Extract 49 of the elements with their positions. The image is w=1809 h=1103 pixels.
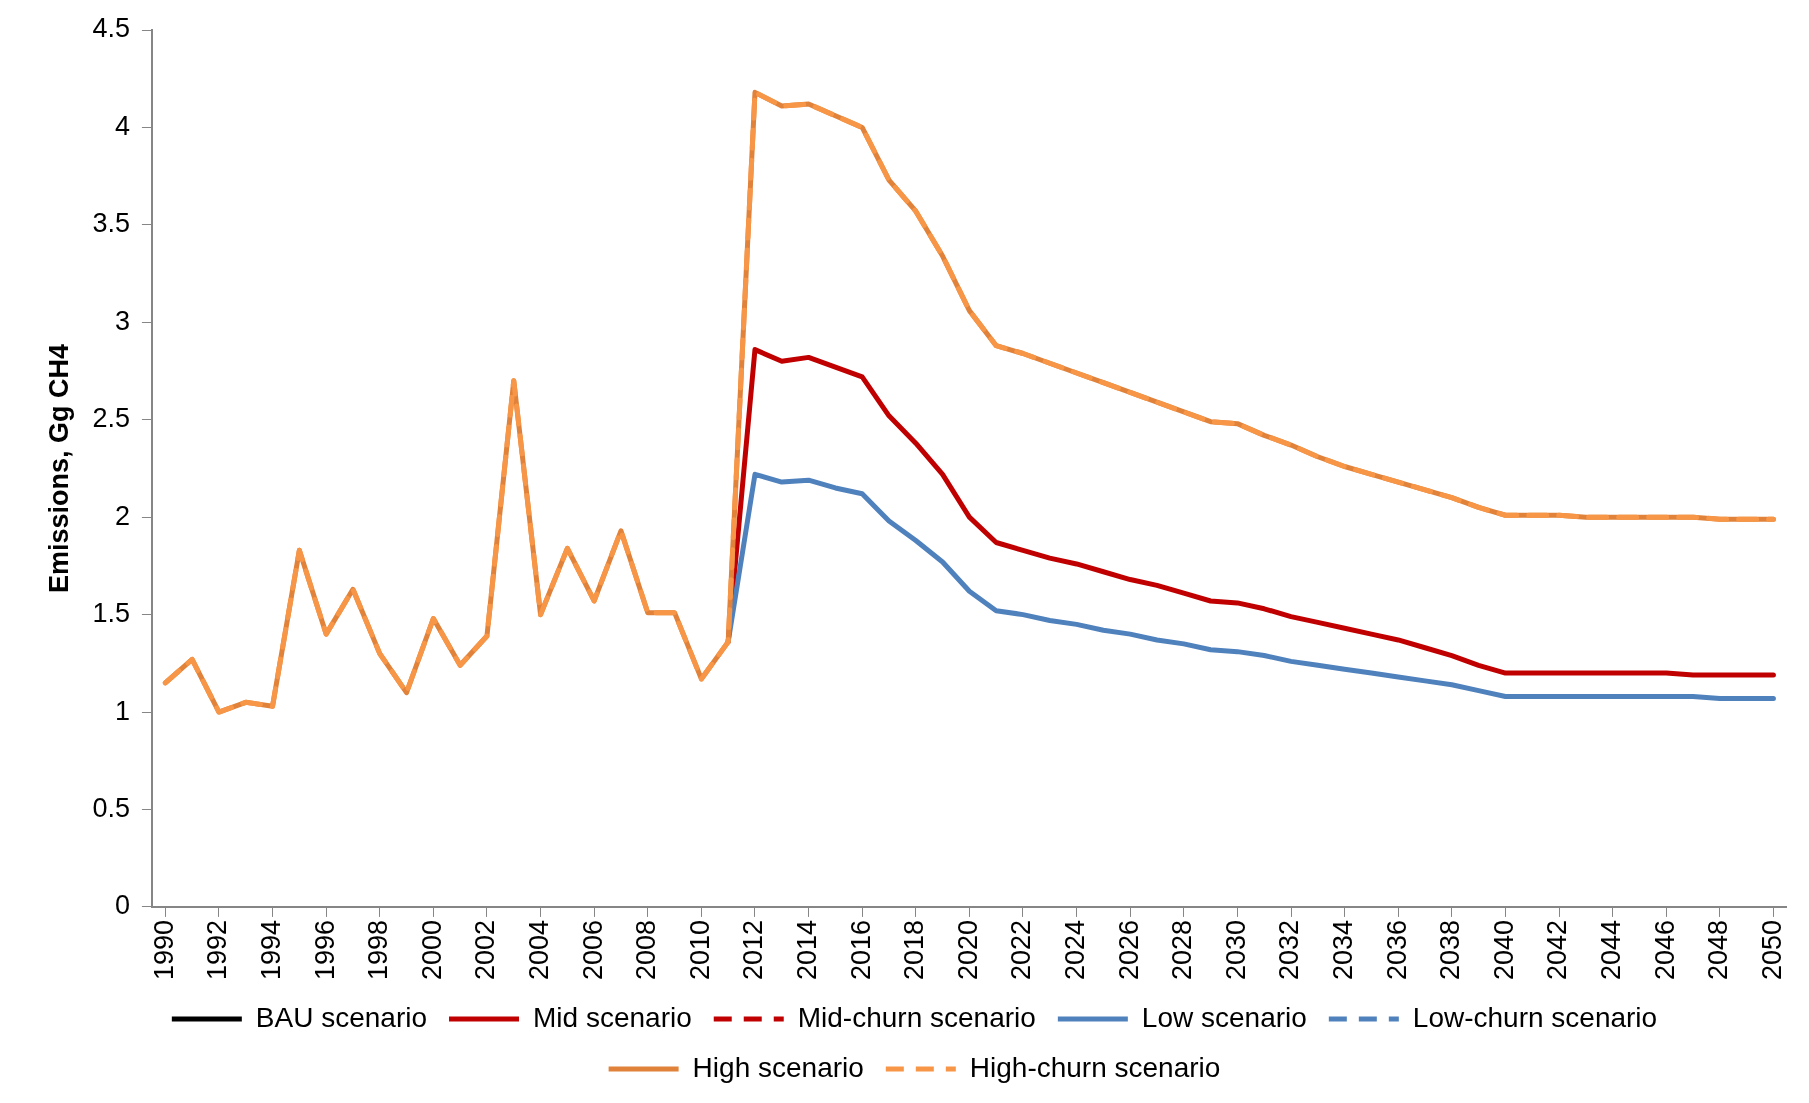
x-tick-label: 2010: [684, 919, 715, 981]
legend-label: Mid scenario: [533, 1001, 692, 1033]
x-tick-label: 2026: [1113, 919, 1144, 981]
x-tick-label: 2000: [416, 919, 447, 981]
x-tick-label: 2040: [1488, 919, 1519, 981]
y-tick-label: 3: [114, 305, 130, 336]
y-tick-label: 0.5: [92, 792, 130, 823]
legend-label: Mid-churn scenario: [797, 1001, 1036, 1033]
x-tick-label: 2018: [899, 919, 930, 981]
x-tick-label: 2050: [1756, 919, 1787, 981]
x-tick-label: 1996: [309, 919, 340, 981]
x-tick-label: 2044: [1596, 919, 1627, 981]
y-tick-label: 3.5: [92, 208, 130, 239]
x-tick-label: 2032: [1274, 919, 1305, 981]
legend-label: High-churn scenario: [969, 1051, 1221, 1083]
x-tick-label: 2006: [577, 919, 608, 981]
legend-label: BAU scenario: [255, 1001, 428, 1033]
y-tick-label: 4.5: [92, 13, 130, 44]
y-tick-label: 1: [114, 695, 130, 726]
x-tick-label: 2028: [1167, 919, 1198, 981]
x-tick-label: 2016: [845, 919, 876, 981]
x-tick-label: 1992: [202, 919, 233, 981]
y-axis-title: Emissions, Gg CH4: [43, 343, 74, 594]
legend-label: Low-churn scenario: [1412, 1001, 1658, 1033]
y-tick-label: 1.5: [92, 598, 130, 629]
y-tick-label: 0: [114, 890, 130, 921]
x-tick-label: 2046: [1649, 919, 1680, 981]
x-tick-label: 1998: [363, 919, 394, 981]
x-tick-label: 2036: [1381, 919, 1412, 981]
x-tick-label: 2048: [1703, 919, 1734, 981]
y-tick-label: 2.5: [92, 403, 130, 434]
x-tick-label: 2002: [470, 919, 501, 981]
x-tick-label: 2024: [1060, 919, 1091, 981]
y-tick-label: 4: [114, 110, 130, 141]
legend-label: High scenario: [692, 1051, 864, 1083]
x-tick-label: 2038: [1435, 919, 1466, 981]
y-tick-label: 2: [114, 500, 130, 531]
x-tick-label: 2008: [631, 919, 662, 981]
x-tick-label: 2042: [1542, 919, 1573, 981]
x-tick-label: 2030: [1220, 919, 1251, 981]
x-tick-label: 2034: [1328, 919, 1359, 981]
legend-label: Low scenario: [1141, 1001, 1307, 1033]
x-tick-label: 2014: [792, 919, 823, 981]
x-tick-label: 2012: [738, 919, 769, 981]
x-tick-label: 2020: [952, 919, 983, 981]
x-tick-label: 1990: [148, 919, 179, 981]
x-tick-label: 2022: [1006, 919, 1037, 981]
x-tick-label: 2004: [524, 919, 555, 981]
x-tick-label: 1994: [255, 919, 286, 981]
